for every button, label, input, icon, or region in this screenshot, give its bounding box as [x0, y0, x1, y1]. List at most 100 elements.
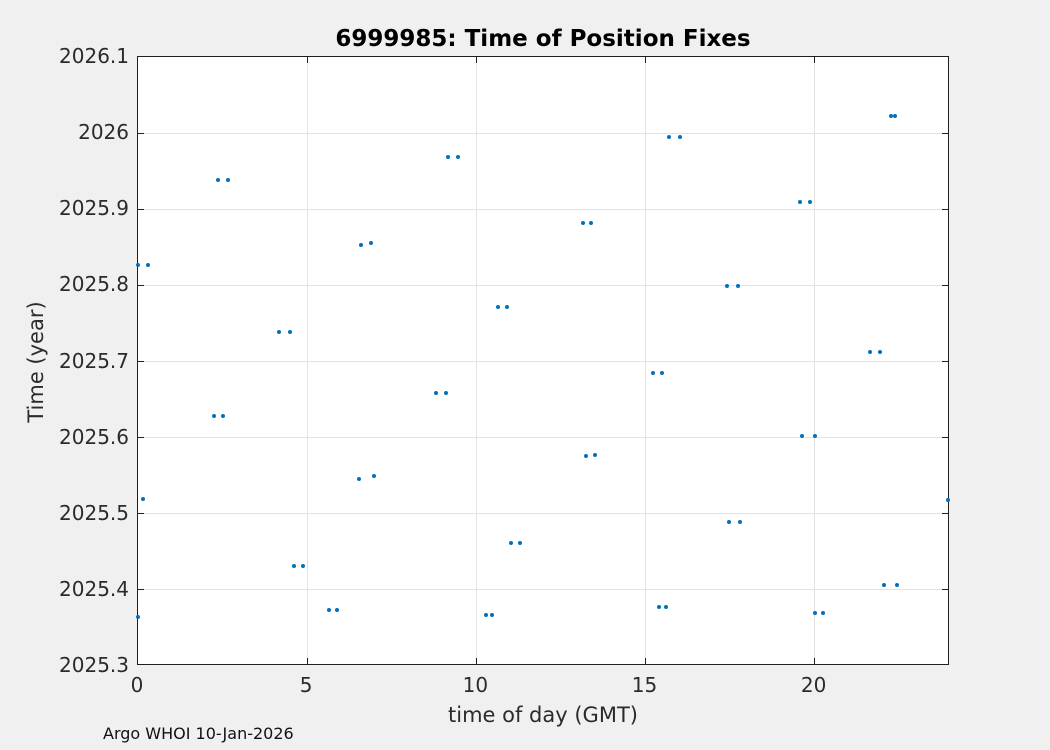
- x-tick-mark: [475, 57, 477, 63]
- data-point: [300, 564, 305, 569]
- data-point: [664, 604, 669, 609]
- plot-area: [136, 56, 950, 665]
- y-tick-label: 2025.4: [59, 576, 129, 601]
- data-point: [878, 350, 883, 355]
- y-tick-mark: [138, 284, 144, 286]
- data-point: [820, 610, 825, 615]
- data-point: [894, 583, 899, 588]
- data-point: [369, 240, 374, 245]
- data-point: [145, 262, 150, 267]
- y-tick-label: 2026.1: [59, 44, 129, 68]
- gridline-horizontal: [138, 513, 948, 515]
- y-tick-mark: [138, 513, 144, 515]
- y-tick-label: 2026: [78, 120, 129, 145]
- x-tick-mark: [306, 658, 308, 664]
- y-tick-label: 2025.6: [59, 424, 129, 449]
- data-point: [867, 350, 872, 355]
- x-tick-mark: [645, 57, 646, 63]
- data-point: [483, 612, 488, 617]
- gridline-vertical: [814, 57, 816, 664]
- gridline-vertical: [475, 57, 477, 664]
- gridline-horizontal: [138, 132, 948, 134]
- data-point: [277, 329, 282, 334]
- data-point: [445, 154, 450, 159]
- data-point: [489, 612, 494, 617]
- data-point: [211, 414, 216, 419]
- data-point: [813, 610, 818, 615]
- y-tick-label: 2025.7: [59, 348, 129, 373]
- y-tick-mark: [138, 132, 144, 134]
- x-tick-mark: [306, 57, 308, 63]
- y-tick-mark: [942, 208, 948, 210]
- data-point: [357, 476, 362, 481]
- y-tick-mark: [942, 284, 948, 286]
- x-tick-label: 0: [130, 673, 144, 697]
- data-point: [650, 370, 655, 375]
- y-axis-label: Time (year): [24, 301, 48, 423]
- gridline-horizontal: [138, 437, 948, 439]
- data-point: [589, 220, 594, 225]
- y-tick-label: 2025.3: [59, 653, 129, 677]
- x-tick-mark: [814, 57, 816, 63]
- data-point: [495, 304, 500, 309]
- data-point: [888, 114, 893, 119]
- data-point: [666, 134, 671, 139]
- data-point: [593, 453, 598, 458]
- data-point: [798, 199, 803, 204]
- data-point: [371, 474, 376, 479]
- data-point: [359, 243, 364, 248]
- data-point: [807, 199, 812, 204]
- data-point: [882, 583, 887, 588]
- data-point: [327, 608, 332, 613]
- y-tick-mark: [942, 361, 948, 362]
- data-point: [141, 497, 146, 502]
- gridline-horizontal: [138, 208, 948, 210]
- data-point: [434, 390, 439, 395]
- data-point: [226, 178, 231, 183]
- data-point: [945, 498, 950, 503]
- y-tick-label: 2025.8: [59, 272, 129, 297]
- gridline-vertical: [306, 57, 308, 664]
- data-point: [678, 134, 682, 139]
- gridline-horizontal: [138, 284, 948, 286]
- y-tick-mark: [138, 361, 144, 362]
- gridline-horizontal: [138, 589, 948, 591]
- data-point: [136, 262, 141, 267]
- y-tick-mark: [942, 589, 948, 591]
- y-tick-label: 2025.9: [59, 196, 129, 221]
- data-point: [505, 304, 510, 309]
- watermark-text: Argo WHOI 10-Jan-2026: [103, 724, 294, 743]
- data-point: [800, 434, 805, 439]
- y-tick-mark: [138, 208, 144, 210]
- data-point: [220, 414, 225, 419]
- data-point: [334, 608, 339, 613]
- data-point: [215, 178, 220, 183]
- y-tick-mark: [138, 589, 144, 591]
- data-point: [583, 453, 588, 458]
- data-point: [727, 520, 732, 525]
- y-tick-mark: [138, 437, 144, 439]
- data-point: [893, 114, 898, 119]
- data-point: [291, 564, 296, 569]
- x-tick-mark: [645, 658, 646, 664]
- gridline-vertical: [645, 57, 646, 664]
- x-tick-label: 20: [800, 673, 827, 697]
- x-tick-mark: [475, 658, 477, 664]
- data-point: [724, 284, 729, 289]
- data-point: [136, 615, 140, 620]
- data-point: [737, 520, 742, 525]
- data-point: [509, 540, 514, 545]
- data-point: [813, 434, 817, 439]
- x-tick-label: 15: [631, 673, 658, 697]
- chart-title: 6999985: Time of Position Fixes: [335, 26, 751, 52]
- data-point: [287, 329, 292, 334]
- x-axis-label: time of day (GMT): [448, 703, 638, 727]
- x-tick-label: 10: [462, 673, 489, 697]
- data-point: [517, 540, 522, 545]
- data-point: [456, 154, 461, 159]
- x-tick-mark: [814, 658, 816, 664]
- gridline-horizontal: [138, 361, 948, 362]
- data-point: [443, 390, 448, 395]
- data-point: [735, 284, 740, 289]
